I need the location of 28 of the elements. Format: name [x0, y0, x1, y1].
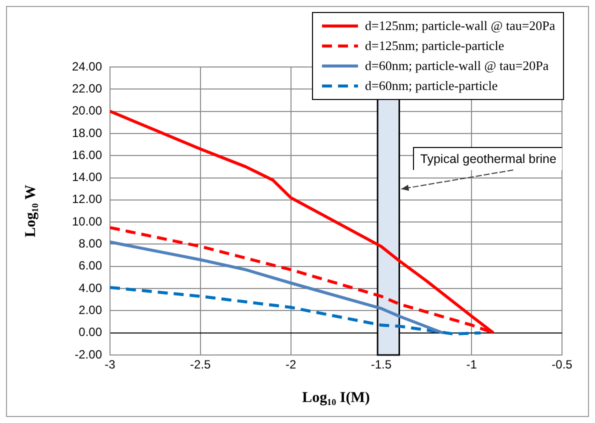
- x-tick-label: -2: [285, 358, 296, 372]
- x-tick-label: -3: [104, 358, 116, 372]
- y-tick-label: -2.00: [74, 347, 102, 362]
- legend-label: d=125nm; particle-wall @ tau=20Pa: [365, 18, 556, 34]
- y-tick-label: 24.00: [72, 59, 102, 74]
- y-tick-label: 0.00: [78, 325, 102, 340]
- y-tick-label: 22.00: [72, 81, 102, 96]
- y-tick-label: 12.00: [72, 192, 102, 206]
- legend-label: d=60nm; particle-wall @ tau=20Pa: [365, 58, 549, 74]
- y-tick-label: 8.00: [78, 236, 102, 251]
- legend-label: d=125nm; particle-particle: [365, 38, 504, 54]
- y-tick-label: 2.00: [78, 303, 102, 318]
- legend-label: d=60nm; particle-particle: [365, 78, 498, 94]
- x-tick-label: -2.5: [190, 358, 212, 372]
- y-tick-label: 10.00: [72, 214, 102, 228]
- y-axis-title: Log₁₀ W: [22, 184, 39, 238]
- y-tick-label: 4.00: [78, 280, 102, 295]
- x-tick-label: -0.5: [552, 358, 573, 372]
- y-tick-label: 20.00: [72, 104, 102, 118]
- x-tick-label: -1: [466, 358, 478, 372]
- band-label: Typical geothermal brine: [413, 147, 562, 170]
- y-tick-label: 14.00: [72, 170, 102, 184]
- x-tick-label: -1.5: [370, 358, 392, 372]
- y-tick-label: 18.00: [72, 126, 102, 140]
- y-tick-label: 6.00: [78, 258, 102, 273]
- line-series: [110, 286, 482, 336]
- y-tick-label: 16.00: [72, 148, 102, 162]
- x-axis-title: Log₁₀ I(M): [302, 390, 370, 406]
